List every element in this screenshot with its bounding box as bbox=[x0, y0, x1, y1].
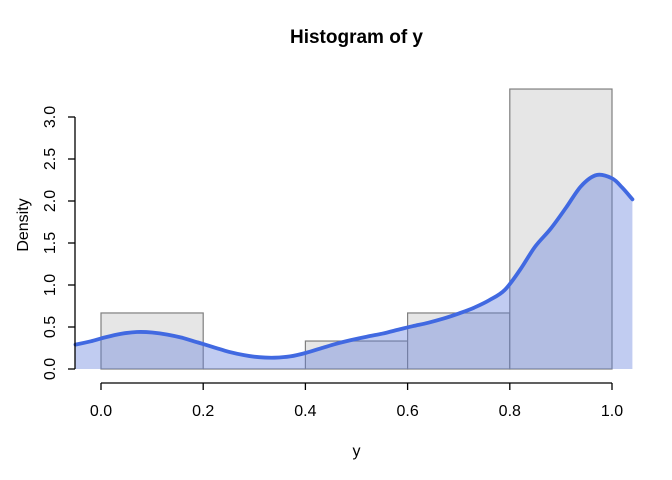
x-tick-label: 0.6 bbox=[396, 403, 418, 420]
y-axis-label: Density bbox=[15, 198, 32, 252]
x-tick-label: 0.4 bbox=[294, 403, 316, 420]
y-tick-label: 0.0 bbox=[42, 358, 59, 380]
x-tick-label: 0.8 bbox=[499, 403, 521, 420]
density-curve bbox=[73, 172, 635, 360]
y-tick-label: 2.0 bbox=[42, 190, 59, 212]
x-tick-label: 0.0 bbox=[90, 403, 112, 420]
chart-title: Histogram of y bbox=[289, 27, 424, 48]
y-tick-label: 0.5 bbox=[42, 316, 59, 338]
histogram-bar bbox=[100, 312, 204, 370]
y-tick-label: 1.5 bbox=[42, 232, 59, 254]
x-tick-label: 0.2 bbox=[192, 403, 214, 420]
x-tick-label: 1.0 bbox=[601, 403, 623, 420]
x-axis-label: y bbox=[352, 443, 361, 460]
histogram-bar bbox=[304, 340, 409, 370]
histogram-bar bbox=[509, 88, 613, 370]
y-tick-label: 1.0 bbox=[42, 274, 59, 296]
y-tick-label: 2.5 bbox=[42, 148, 59, 170]
y-tick-label: 3.0 bbox=[42, 106, 59, 128]
density-fill bbox=[75, 174, 633, 369]
